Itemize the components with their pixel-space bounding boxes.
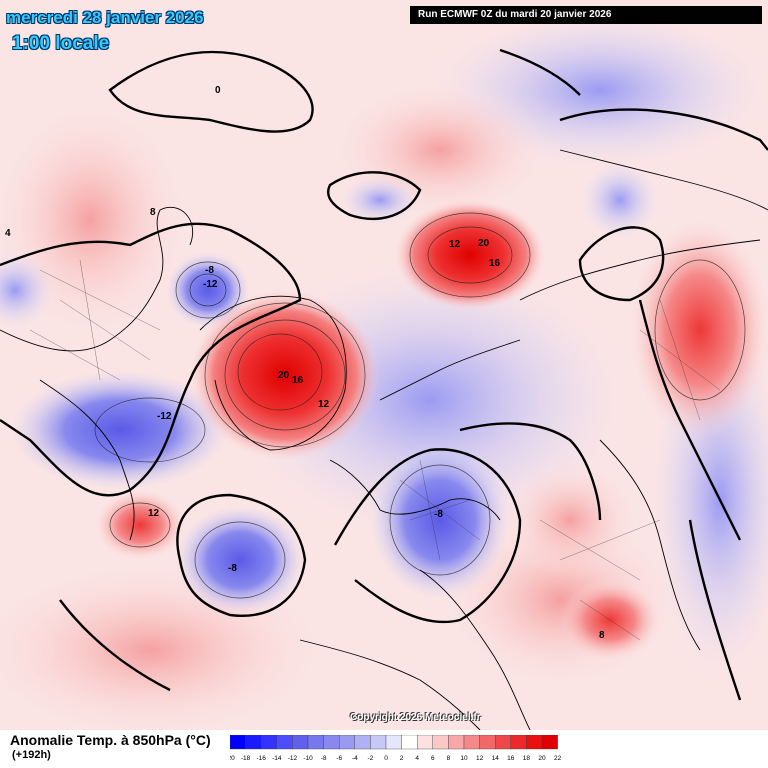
- scale-tick-label: 8: [447, 755, 451, 762]
- scale-swatch: [479, 735, 496, 750]
- scale-tick-label: 14: [492, 755, 500, 762]
- contour-label: 0: [215, 85, 221, 96]
- contour-label: 4: [5, 228, 11, 239]
- scale-tick-label: 6: [431, 755, 435, 762]
- scale-tick-label: -20: [230, 755, 235, 762]
- scale-tick-label: 0: [384, 755, 388, 762]
- color-scale: -20-18-16-14-12-10-8-6-4-202468101214161…: [230, 735, 562, 762]
- forecast-date-title: mercredi 28 janvier 2026: [6, 8, 204, 27]
- copyright-notice: Copyright 2026 Meteociel.fr: [350, 712, 481, 723]
- lead-time-label: (+192h): [12, 749, 51, 761]
- contour-label: 20: [278, 370, 290, 381]
- scale-tick-label: -2: [368, 755, 374, 762]
- scale-tick-label: -16: [256, 755, 266, 762]
- contour-label: -8: [205, 265, 214, 276]
- scale-tick-label: -14: [272, 755, 282, 762]
- contour-label: 12: [148, 508, 160, 519]
- contour-label: 12: [449, 239, 461, 250]
- scale-tick-label: -8: [321, 755, 327, 762]
- scale-swatch: [370, 735, 387, 750]
- contour-label: 12: [318, 399, 330, 410]
- scale-tick-label: -10: [303, 755, 313, 762]
- scale-swatch: [448, 735, 465, 750]
- scale-swatch: [276, 735, 293, 750]
- scale-swatch: [463, 735, 480, 750]
- scale-tick-label: 16: [507, 755, 515, 762]
- legend-panel: Anomalie Temp. à 850hPa (°C) (+192h) -20…: [0, 730, 768, 768]
- scale-swatch: [432, 735, 449, 750]
- scale-swatch: [495, 735, 512, 750]
- scale-swatch: [354, 735, 371, 750]
- scale-tick-label: 2: [400, 755, 404, 762]
- contour-label: 20: [478, 238, 490, 249]
- scale-swatch: [526, 735, 543, 750]
- legend-title: Anomalie Temp. à 850hPa (°C): [10, 732, 211, 748]
- scale-swatch: [510, 735, 527, 750]
- scale-swatch: [245, 735, 262, 750]
- contour-label: 16: [489, 258, 501, 269]
- contour-label: -12: [157, 411, 172, 422]
- scale-swatch: [385, 735, 402, 750]
- scale-swatch: [541, 735, 558, 750]
- scale-swatch: [261, 735, 278, 750]
- run-info-banner: Run ECMWF 0Z du mardi 20 janvier 2026: [410, 6, 762, 24]
- contour-label: 8: [599, 630, 605, 641]
- local-time-label: 1:00 locale: [12, 33, 110, 54]
- contour-label: 16: [292, 375, 304, 386]
- scale-swatch: [416, 735, 433, 750]
- scale-tick-label: -12: [288, 755, 298, 762]
- scale-swatch: [338, 735, 355, 750]
- contour-label: -8: [434, 509, 443, 520]
- scale-tick-label: 18: [523, 755, 531, 762]
- scale-swatch: [401, 735, 418, 750]
- scale-swatch: [230, 735, 246, 750]
- contour-label: -12: [203, 279, 218, 290]
- scale-tick-label: -6: [336, 755, 342, 762]
- scale-tick-label: 4: [415, 755, 419, 762]
- scale-tick-label: 22: [554, 755, 562, 762]
- scale-swatch: [323, 735, 340, 750]
- scale-tick-label: -18: [241, 755, 251, 762]
- scale-swatch: [307, 735, 324, 750]
- contour-label: 8: [150, 207, 156, 218]
- contour-label: -8: [228, 563, 237, 574]
- scale-tick-label: -4: [352, 755, 358, 762]
- scale-tick-label: 12: [476, 755, 484, 762]
- scale-tick-label: 20: [538, 755, 546, 762]
- scale-swatch: [292, 735, 309, 750]
- scale-tick-label: 10: [460, 755, 468, 762]
